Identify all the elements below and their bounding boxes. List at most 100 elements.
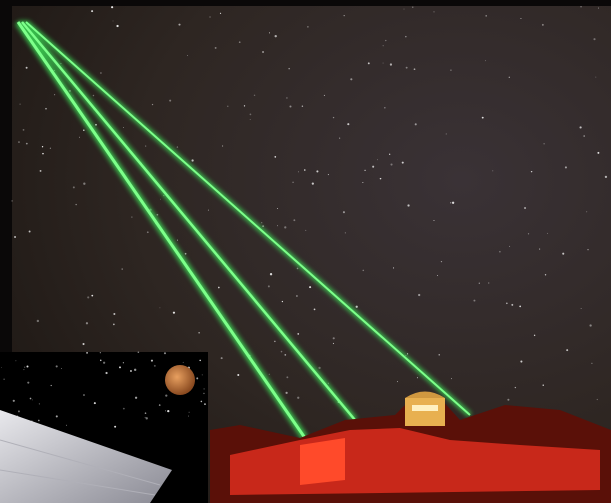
star xyxy=(482,117,484,119)
star xyxy=(277,208,278,209)
star xyxy=(116,25,118,27)
star xyxy=(485,15,487,17)
star xyxy=(56,415,58,417)
star xyxy=(86,352,88,354)
lit-wall-bright xyxy=(300,438,345,485)
star xyxy=(524,207,526,209)
star xyxy=(73,186,75,188)
star xyxy=(407,204,409,206)
star xyxy=(138,351,140,353)
star xyxy=(362,270,364,272)
star xyxy=(277,225,278,226)
star xyxy=(605,176,607,178)
star xyxy=(134,369,136,371)
star xyxy=(312,182,314,184)
star xyxy=(94,402,96,404)
star xyxy=(406,67,408,69)
star xyxy=(189,412,190,413)
star xyxy=(587,249,588,250)
star xyxy=(218,287,220,289)
star xyxy=(203,393,204,394)
star xyxy=(292,182,293,183)
star xyxy=(42,146,43,147)
star xyxy=(145,417,146,418)
star xyxy=(542,24,544,26)
star xyxy=(296,295,297,296)
star xyxy=(333,343,334,344)
star xyxy=(591,363,592,364)
star xyxy=(114,426,116,428)
star xyxy=(100,72,101,73)
star xyxy=(145,146,146,147)
star xyxy=(86,322,88,324)
star xyxy=(521,18,522,19)
star xyxy=(18,141,20,143)
star xyxy=(79,137,80,138)
star xyxy=(37,320,39,322)
star xyxy=(485,60,486,61)
star xyxy=(66,425,67,426)
star xyxy=(452,202,454,204)
star xyxy=(282,301,283,302)
star xyxy=(586,211,587,212)
star xyxy=(45,108,47,110)
star xyxy=(26,143,28,145)
star xyxy=(20,104,21,105)
star xyxy=(30,398,32,400)
star xyxy=(157,214,159,216)
star xyxy=(450,202,451,203)
star xyxy=(539,249,540,250)
star xyxy=(26,67,28,69)
star xyxy=(93,95,95,97)
star xyxy=(159,307,160,308)
star xyxy=(339,138,340,139)
star xyxy=(545,274,546,275)
star xyxy=(159,404,161,406)
star xyxy=(204,389,205,390)
star xyxy=(100,352,101,353)
star xyxy=(297,397,299,399)
star xyxy=(113,313,115,315)
star xyxy=(390,63,392,65)
star xyxy=(581,308,582,309)
star xyxy=(397,381,398,382)
star xyxy=(131,216,132,217)
star xyxy=(528,233,529,234)
star xyxy=(515,387,516,388)
star xyxy=(520,361,522,363)
dome-light xyxy=(412,405,438,411)
star xyxy=(250,113,252,115)
star xyxy=(307,26,308,27)
star xyxy=(511,304,513,306)
mars xyxy=(165,365,195,395)
star xyxy=(147,231,149,233)
star xyxy=(56,365,58,367)
star xyxy=(50,148,51,149)
star xyxy=(566,349,568,351)
star xyxy=(178,24,180,26)
star xyxy=(362,182,363,183)
star xyxy=(130,370,132,372)
star xyxy=(42,153,44,155)
star xyxy=(54,94,55,95)
star xyxy=(302,106,303,107)
star xyxy=(83,183,85,185)
star xyxy=(499,251,501,253)
inset xyxy=(0,351,208,503)
star xyxy=(75,204,76,205)
star xyxy=(103,362,105,364)
star xyxy=(414,68,416,70)
star xyxy=(83,130,84,131)
star xyxy=(169,100,171,102)
star xyxy=(565,166,567,168)
star xyxy=(418,294,420,296)
star xyxy=(269,32,270,33)
star xyxy=(412,7,413,8)
star xyxy=(597,399,598,400)
star xyxy=(177,240,178,241)
star xyxy=(343,211,345,213)
star xyxy=(543,143,544,144)
star xyxy=(154,365,156,367)
star xyxy=(39,403,40,404)
star xyxy=(222,146,223,147)
